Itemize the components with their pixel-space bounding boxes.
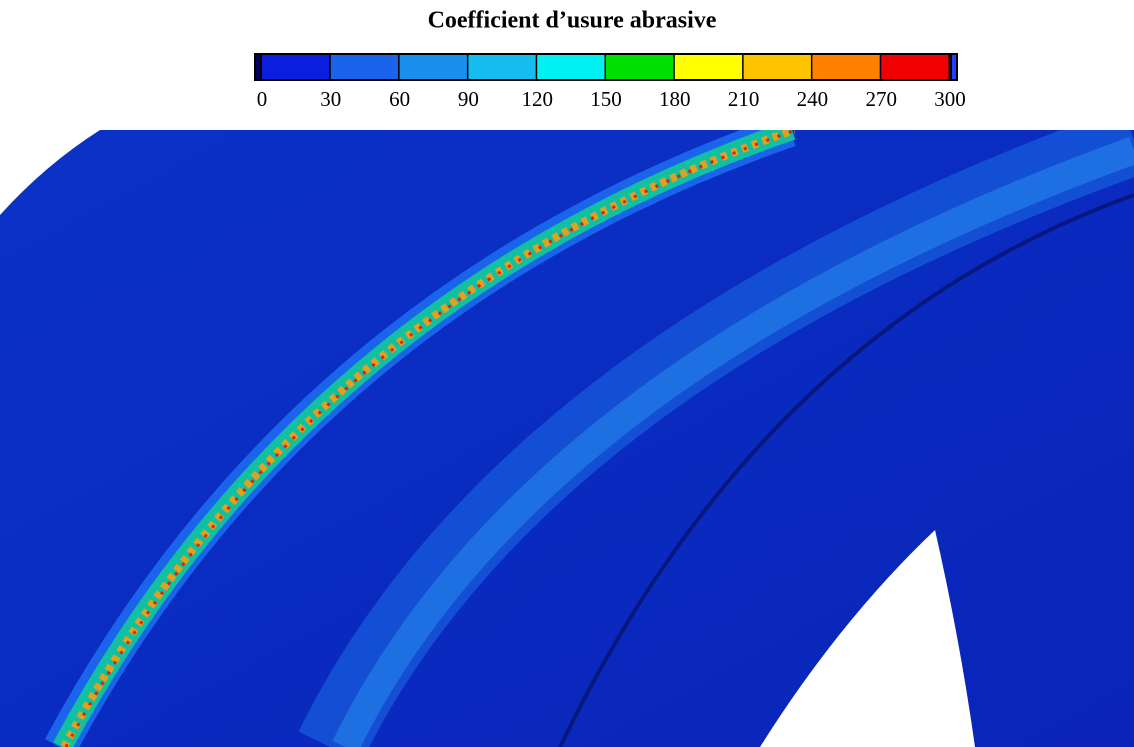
colorbar-segment bbox=[812, 55, 880, 79]
colorbar-tick-label: 180 bbox=[659, 87, 691, 111]
colorbar-segment bbox=[674, 55, 743, 79]
colorbar-segment bbox=[399, 55, 467, 79]
colorbar-tick-label: 30 bbox=[320, 87, 341, 111]
chart-title: Coefficient d’usure abrasive bbox=[428, 8, 717, 34]
contour-field bbox=[0, 130, 1134, 747]
colorbar-tick-label: 60 bbox=[389, 87, 410, 111]
colorbar-segment bbox=[606, 55, 674, 79]
colorbar-tick-label: 240 bbox=[797, 87, 829, 111]
colorbar-tick-label: 270 bbox=[865, 87, 897, 111]
colorbar-segment bbox=[330, 55, 399, 79]
colorbar-tick-label: 150 bbox=[590, 87, 622, 111]
colorbar-tick-label: 210 bbox=[728, 87, 760, 111]
edge-band-peak bbox=[64, 130, 797, 747]
edge-band-hot bbox=[60, 130, 796, 747]
colorbar-segment bbox=[468, 55, 536, 79]
wear-band-core bbox=[332, 136, 1134, 747]
colorbar-tick-label: 120 bbox=[521, 87, 553, 111]
cutout bbox=[760, 530, 975, 747]
colorbar-segment bbox=[537, 55, 605, 79]
colorbar-over bbox=[952, 55, 956, 79]
colorbar-segment bbox=[262, 55, 330, 79]
colorbar-tick-label: 300 bbox=[934, 87, 966, 111]
colorbar-segment bbox=[743, 55, 811, 79]
colorbar-segment bbox=[881, 55, 949, 79]
colorbar-tick-label: 90 bbox=[458, 87, 479, 111]
groove-line bbox=[558, 193, 1134, 747]
colorbar-tick-label: 0 bbox=[257, 87, 268, 111]
colorbar-under bbox=[256, 55, 260, 79]
